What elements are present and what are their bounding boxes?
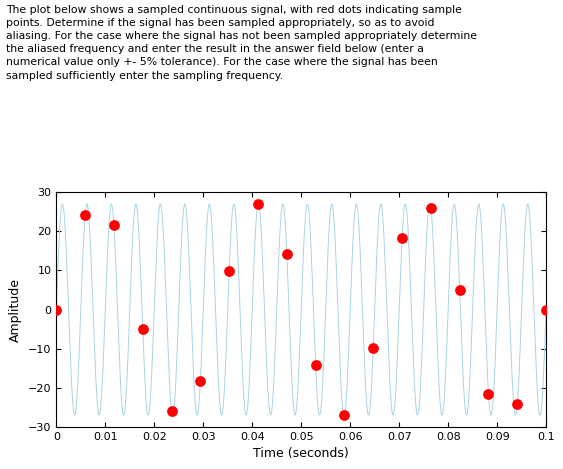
Point (282, 250, 291, 258)
Point (369, 344, 378, 351)
X-axis label: Time (seconds): Time (seconds) (253, 447, 349, 460)
Point (426, 204, 435, 212)
Point (52, 306, 61, 313)
Point (542, 306, 551, 313)
Point (109, 221, 118, 229)
Point (484, 390, 493, 398)
Y-axis label: Amplitude: Amplitude (10, 278, 23, 341)
Point (138, 325, 148, 333)
Point (253, 201, 262, 208)
Point (397, 234, 406, 242)
Point (196, 377, 205, 385)
Point (455, 287, 464, 294)
Point (513, 400, 522, 408)
Point (311, 361, 320, 369)
Point (340, 411, 349, 418)
Point (225, 268, 234, 275)
Text: The plot below shows a sampled continuous signal, with red dots indicating sampl: The plot below shows a sampled continuou… (6, 5, 477, 81)
Point (167, 407, 176, 415)
Point (81, 212, 90, 219)
